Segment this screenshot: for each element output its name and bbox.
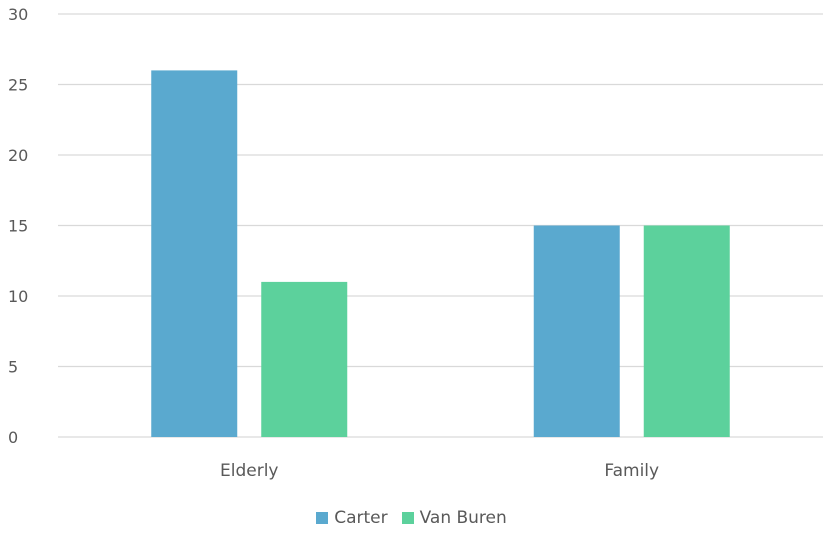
y-tick-label-5: 5: [8, 358, 18, 377]
bars: [151, 70, 730, 438]
legend-swatch-van-buren: [401, 512, 414, 524]
legend-item-carter: Carter: [316, 508, 388, 528]
legend-label-carter: Carter: [334, 508, 388, 528]
y-tick-label-15: 15: [8, 217, 28, 236]
y-tick-label-0: 0: [8, 428, 18, 447]
bar-van-buren-family: [643, 225, 730, 437]
bar-carter-family: [533, 225, 620, 437]
bar-carter-elderly: [151, 70, 238, 438]
y-tick-label-20: 20: [8, 146, 28, 165]
legend-item-van-buren: Van Buren: [401, 508, 507, 528]
y-tick-label-25: 25: [8, 76, 28, 95]
y-tick-label-10: 10: [8, 287, 28, 306]
legend-swatch-carter: [316, 512, 329, 524]
y-axis-tick-labels: 0 5 10 15 20 25 30: [8, 5, 28, 447]
bar-van-buren-elderly: [261, 281, 348, 437]
x-axis-tick-labels: Elderly Family: [220, 461, 659, 481]
y-tick-label-30: 30: [8, 5, 28, 24]
legend-label-van-buren: Van Buren: [419, 508, 507, 528]
legend: Carter Van Buren: [0, 508, 823, 528]
x-tick-label-family: Family: [604, 461, 659, 481]
x-tick-label-elderly: Elderly: [220, 461, 279, 481]
